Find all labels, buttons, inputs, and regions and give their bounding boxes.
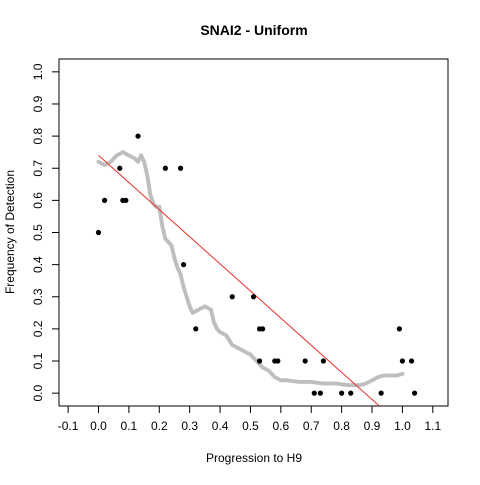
data-point bbox=[348, 390, 354, 396]
data-point bbox=[117, 165, 123, 171]
y-tick-label: 1.0 bbox=[31, 63, 45, 80]
x-axis: -0.1 0.0 0.1 0.2 0.3 0.4 0.5 0.6 0.7 0.8 0.9 1.0 1.1 bbox=[58, 405, 441, 433]
plot-frame bbox=[58, 58, 449, 407]
x-axis-label: Progression to H9 bbox=[206, 451, 302, 465]
data-point bbox=[177, 165, 184, 171]
y-tick-label: 0.9 bbox=[31, 95, 45, 112]
data-point bbox=[229, 294, 235, 300]
smoothed-series bbox=[96, 150, 405, 388]
y-tick-label: 0.0 bbox=[31, 384, 45, 401]
y-tick-label: 0.1 bbox=[31, 352, 45, 369]
data-point bbox=[320, 358, 326, 364]
y-tick-label: 0.4 bbox=[31, 256, 45, 273]
x-tick-label: 1.1 bbox=[424, 419, 441, 433]
x-tick-label: 0.3 bbox=[181, 419, 198, 433]
data-point bbox=[311, 390, 317, 396]
data-point bbox=[135, 133, 141, 139]
y-tick-label: 0.8 bbox=[31, 127, 45, 144]
y-tick-label: 0.3 bbox=[31, 288, 45, 305]
x-tick-label: 0.7 bbox=[303, 419, 320, 433]
x-tick-label: 0.6 bbox=[273, 419, 290, 433]
data-point bbox=[95, 229, 102, 236]
data-point bbox=[260, 326, 266, 332]
data-point bbox=[408, 358, 415, 364]
x-tick-label: 0.5 bbox=[242, 419, 259, 433]
data-point bbox=[162, 165, 168, 171]
data-point bbox=[399, 358, 406, 364]
data-point bbox=[250, 294, 257, 300]
x-tick-label: 0.1 bbox=[121, 419, 138, 433]
y-tick-label: 0.6 bbox=[31, 192, 45, 209]
y-axis: 0.0 0.1 0.2 0.3 0.4 0.5 0.6 0.7 0.8 0.9 1.0 bbox=[31, 63, 60, 401]
data-point bbox=[317, 390, 323, 396]
data-point bbox=[339, 390, 345, 396]
series-layer bbox=[95, 133, 418, 406]
data-point bbox=[396, 326, 402, 332]
x-tick-label: 0.2 bbox=[151, 419, 168, 433]
chart-title: SNAI2 - Uniform bbox=[200, 22, 307, 38]
x-tick-label: 0.0 bbox=[90, 419, 107, 433]
data-point bbox=[101, 197, 108, 203]
x-tick-label: 0.9 bbox=[364, 419, 381, 433]
x-tick-label: 0.4 bbox=[212, 419, 229, 433]
data-point bbox=[123, 197, 129, 203]
data-point bbox=[193, 326, 199, 332]
y-tick-label: 0.5 bbox=[31, 224, 45, 241]
x-tick-label: 1.0 bbox=[394, 419, 411, 433]
observed-series bbox=[95, 133, 418, 396]
y-tick-label: 0.7 bbox=[31, 160, 45, 177]
smoothed-point bbox=[400, 371, 405, 376]
x-tick-label: -0.1 bbox=[58, 419, 79, 433]
data-point bbox=[256, 358, 263, 364]
data-point bbox=[378, 390, 384, 396]
trend-line bbox=[98, 155, 380, 406]
y-axis-label: Frequency of Detection bbox=[3, 170, 17, 294]
data-point bbox=[302, 358, 308, 364]
data-point bbox=[411, 390, 418, 396]
x-tick-label: 0.8 bbox=[333, 419, 350, 433]
y-tick-label: 0.2 bbox=[31, 320, 45, 337]
data-point bbox=[181, 262, 187, 268]
data-point bbox=[275, 358, 281, 364]
